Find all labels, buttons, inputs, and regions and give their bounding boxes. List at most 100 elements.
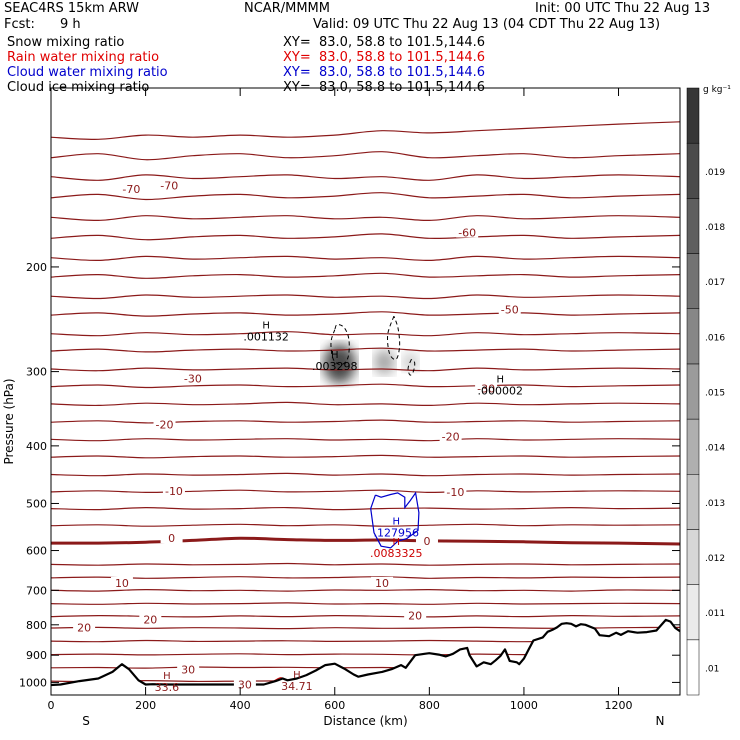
isotherm-line-25 [51, 294, 680, 300]
max-value-1: .003298 [312, 360, 358, 373]
colorbar-segment-2 [686, 529, 700, 585]
y-tick-label-2: 400 [26, 440, 47, 453]
x-tick-label-2: 400 [230, 699, 251, 712]
isotherm-line-12 [51, 523, 680, 527]
x-tick-label-4: 800 [419, 699, 440, 712]
y-tick-label-0: 200 [26, 261, 47, 274]
colorbar-segment-0 [686, 639, 700, 696]
field-label-cloud-water: Cloud water mixing ratio [7, 65, 168, 80]
forecast-hour: 9 h [60, 17, 81, 32]
max-marker-0: H [262, 321, 270, 332]
y-tick-label-8: 1000 [19, 676, 47, 689]
init-time: Init: 00 UTC Thu 22 Aug 13 [535, 1, 711, 16]
colorbar-tick-label-1: .011 [705, 609, 725, 619]
isotherm-line-18 [51, 419, 680, 424]
max-marker-3: H [392, 517, 400, 528]
y-axis-label: Pressure (hPa) [2, 378, 16, 464]
colorbar-segment-5 [686, 363, 700, 420]
isotherm-line-27 [51, 255, 680, 262]
isotherm-label-13: 10 [375, 577, 389, 590]
isotherm-label-4: -30 [184, 372, 202, 385]
isotherm-label-8: -10 [165, 485, 183, 498]
isotherm-label-11: 0 [423, 535, 430, 548]
isotherm-label-3: -50 [501, 304, 519, 317]
x-axis-label: Distance (km) [323, 714, 407, 728]
colorbar-segment-1 [686, 584, 700, 641]
colorbar-segment-3 [686, 474, 700, 530]
isotherm-line-20 [51, 383, 680, 389]
isotherm-line-24 [51, 311, 680, 317]
isotherm-label-1: -70 [160, 180, 178, 193]
snow-contour-0 [330, 323, 350, 366]
max-marker-6: H [293, 670, 301, 681]
isotherm-label-bg-0 [120, 183, 143, 195]
isotherm-label-bg-10 [160, 532, 183, 544]
isotherm-label-bg-7 [439, 430, 462, 442]
model-name: SEAC4RS 15km ARW [4, 1, 140, 16]
max-value-5: 33.6 [155, 681, 180, 694]
isotherm-line-28 [51, 233, 680, 241]
isotherm-line-26 [51, 272, 680, 279]
forecast-label: Fcst: [4, 17, 35, 32]
colorbar-segment-4 [686, 418, 700, 475]
isotherm-label-bg-8 [162, 484, 185, 496]
terrain-fill [51, 619, 680, 695]
field-label-snow: Snow mixing ratio [7, 35, 125, 50]
max-marker-2: H [497, 375, 505, 386]
colorbar-tick-label-4: .014 [705, 444, 725, 454]
snow-contour-2 [407, 358, 416, 376]
field-xy-rain: XY= 83.0, 58.8 to 101.5,144.6 [283, 50, 486, 65]
isotherm-line-16 [51, 454, 680, 459]
isotherm-label-7: -20 [442, 431, 460, 444]
isotherm-line-7 [51, 602, 680, 605]
isotherm-label-17: 30 [181, 664, 195, 677]
colorbar-tick-label-8: .018 [705, 223, 725, 233]
colorbar-tick-label-9: .019 [705, 168, 725, 178]
isotherm-label-9: -10 [446, 486, 464, 499]
isotherm-line-15 [51, 472, 680, 477]
y-tick-label-4: 600 [26, 545, 47, 558]
colorbar-segment-7 [686, 253, 700, 309]
isotherm-line-29 [51, 215, 680, 222]
isotherm-line-21 [51, 367, 680, 372]
colorbar-segment-10 [686, 87, 700, 144]
y-tick-label-6: 800 [26, 619, 47, 632]
x-tick-label-5: 1000 [510, 699, 538, 712]
isotherm-line-23 [51, 331, 680, 337]
isotherm-label-bg-4 [181, 372, 204, 384]
isotherm-line-13 [51, 506, 680, 511]
isotherm-label-6: -20 [156, 418, 174, 431]
snow-shading-1 [374, 349, 395, 375]
isotherm-label-16: 20 [408, 610, 422, 623]
isotherm-label-bg-13 [371, 576, 394, 588]
isotherm-label-10: 0 [168, 532, 175, 545]
x-tick-label-3: 600 [324, 699, 345, 712]
isotherm-label-bg-9 [444, 485, 467, 497]
max-marker-4: H [392, 537, 400, 548]
max-value-3: .127956 [373, 527, 419, 540]
x-tick-label-0: 0 [48, 699, 55, 712]
max-value-2: .000002 [478, 385, 524, 398]
isotherm-label-2: -60 [458, 226, 476, 239]
isotherm-label-bg-12 [110, 576, 133, 588]
isotherm-line-14 [51, 489, 680, 494]
x-tick-label-6: 1200 [605, 699, 633, 712]
isotherm-label-bg-1 [158, 179, 181, 191]
cloud-water-contour [370, 491, 420, 549]
isotherm-label-bg-6 [153, 418, 176, 430]
colorbar-tick-label-6: .016 [705, 333, 725, 343]
max-value-6: 34.71 [281, 680, 313, 693]
isotherm-label-bg-14 [73, 621, 96, 633]
field-xy-cloud-water: XY= 83.0, 58.8 to 101.5,144.6 [283, 65, 486, 80]
isotherm-label-0: -70 [122, 183, 140, 196]
terrain-line [50, 618, 681, 687]
isotherm-label-15: 20 [143, 614, 157, 627]
max-marker-5: H [163, 671, 171, 682]
colorbar-tick-label-2: .012 [705, 554, 725, 564]
y-tick-label-5: 700 [26, 584, 47, 597]
isotherm-line-17 [51, 438, 680, 442]
isotherm-line-8 [51, 588, 680, 592]
max-value-0: .001132 [243, 331, 289, 344]
max-value-4: .0083325 [370, 547, 423, 560]
